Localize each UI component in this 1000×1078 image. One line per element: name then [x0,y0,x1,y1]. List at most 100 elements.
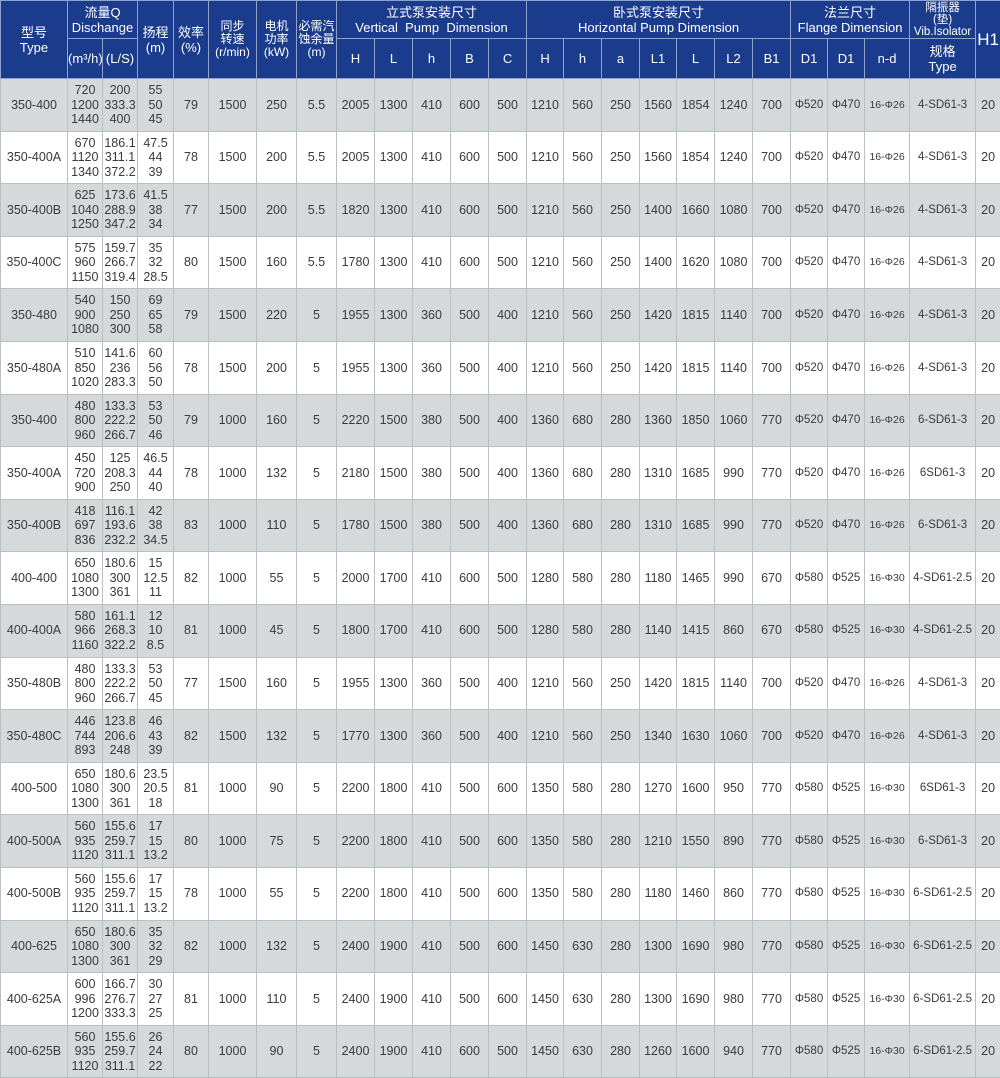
cell-power: 132 [257,920,297,973]
cell-vertical-h: 2200 [337,867,375,920]
cell-h1: 20 [976,394,1000,447]
cell-speed: 1000 [209,394,257,447]
cell-flange-n-d: 16-Φ26 [865,499,910,552]
cell-discharge-m3h-value: 1200 [68,1006,102,1021]
cell-isolator-type: 4-SD61-3 [910,79,976,132]
cell-horizontal-h-small: 580 [564,552,602,605]
cell-horizontal-l2: 1080 [715,236,753,289]
header-flange-n-d: n-d [865,39,910,79]
cell-vertical-c: 400 [489,499,527,552]
cell-speed: 1500 [209,184,257,237]
cell-head-value: 32 [138,939,173,954]
cell-discharge-ls-value: 150 [103,293,137,308]
cell-npshr: 5 [297,447,337,500]
header-isolator: 隔振器(垫)Vib.Isolator [910,1,976,39]
cell-discharge-ls-value: 259.7 [103,886,137,901]
cell-horizontal-l1: 1310 [640,499,677,552]
cell-discharge-m3h-value: 744 [68,729,102,744]
cell-discharge-m3h-value: 560 [68,1030,102,1045]
cell-discharge-ls-value: 123.8 [103,714,137,729]
cell-horizontal-h-small: 560 [564,184,602,237]
cell-efficiency: 80 [174,1025,209,1078]
cell-vertical-h-small: 360 [413,289,451,342]
cell-horizontal-h: 1350 [527,762,564,815]
cell-head-value: 25 [138,1006,173,1021]
cell-vertical-c: 400 [489,447,527,500]
cell-vertical-l: 1700 [375,552,413,605]
cell-flange-d1-outer: Φ520 [791,236,828,289]
cell-discharge-m3h-value: 1040 [68,203,102,218]
cell-vertical-h: 1780 [337,499,375,552]
cell-vertical-h-small: 380 [413,394,451,447]
cell-discharge-m3h-value: 1440 [68,112,102,127]
cell-discharge-ls-value: 347.2 [103,217,137,232]
cell-head-value: 50 [138,413,173,428]
cell-head-value: 24 [138,1044,173,1059]
cell-isolator-type: 6-SD61-2.5 [910,973,976,1026]
cell-horizontal-a: 280 [602,447,640,500]
cell-flange-d1-inner: Φ525 [828,604,865,657]
cell-efficiency: 77 [174,184,209,237]
cell-discharge-ls-value: 161.1 [103,609,137,624]
cell-flange-n-d: 16-Φ26 [865,447,910,500]
cell-isolator-type: 6-SD61-3 [910,499,976,552]
cell-horizontal-l: 1415 [677,604,715,657]
cell-discharge-m3h-value: 900 [68,308,102,323]
cell-flange-n-d: 16-Φ30 [865,762,910,815]
cell-horizontal-l2: 980 [715,973,753,1026]
cell-head-value: 27 [138,992,173,1007]
cell-horizontal-h: 1210 [527,289,564,342]
cell-horizontal-a: 280 [602,973,640,1026]
cell-vertical-h-small: 360 [413,657,451,710]
cell-discharge-m3h-value: 450 [68,451,102,466]
cell-vertical-h: 2180 [337,447,375,500]
cell-h1: 20 [976,1025,1000,1078]
cell-discharge-ls-value: 333.3 [103,98,137,113]
cell-horizontal-h-small: 630 [564,1025,602,1078]
cell-h1: 20 [976,867,1000,920]
cell-type: 350-480B [1,657,68,710]
cell-discharge-m3h-value: 697 [68,518,102,533]
cell-h1: 20 [976,815,1000,868]
cell-vertical-h: 1800 [337,604,375,657]
cell-horizontal-b1: 770 [753,920,791,973]
cell-discharge-ls-value: 180.6 [103,925,137,940]
cell-h1: 20 [976,920,1000,973]
cell-npshr: 5.5 [297,131,337,184]
cell-discharge-ls-value: 200 [103,83,137,98]
cell-flange-d1-inner: Φ525 [828,1025,865,1078]
cell-horizontal-l1: 1360 [640,394,677,447]
cell-power: 160 [257,394,297,447]
cell-head-value: 35 [138,241,173,256]
cell-horizontal-l: 1600 [677,1025,715,1078]
cell-discharge-ls-value: 222.2 [103,413,137,428]
cell-vertical-h-small: 410 [413,867,451,920]
cell-vertical-h: 1955 [337,657,375,710]
cell-horizontal-l1: 1560 [640,131,677,184]
cell-vertical-h-small: 410 [413,552,451,605]
cell-discharge-m3h-value: 1300 [68,585,102,600]
cell-horizontal-a: 250 [602,79,640,132]
cell-vertical-h: 2200 [337,815,375,868]
cell-horizontal-h: 1210 [527,79,564,132]
cell-type: 400-400 [1,552,68,605]
cell-horizontal-l: 1550 [677,815,715,868]
cell-horizontal-l2: 990 [715,447,753,500]
cell-horizontal-l1: 1420 [640,341,677,394]
cell-discharge-ls-value: 155.6 [103,1030,137,1045]
cell-horizontal-h-small: 680 [564,394,602,447]
cell-horizontal-a: 280 [602,394,640,447]
cell-horizontal-l1: 1560 [640,79,677,132]
